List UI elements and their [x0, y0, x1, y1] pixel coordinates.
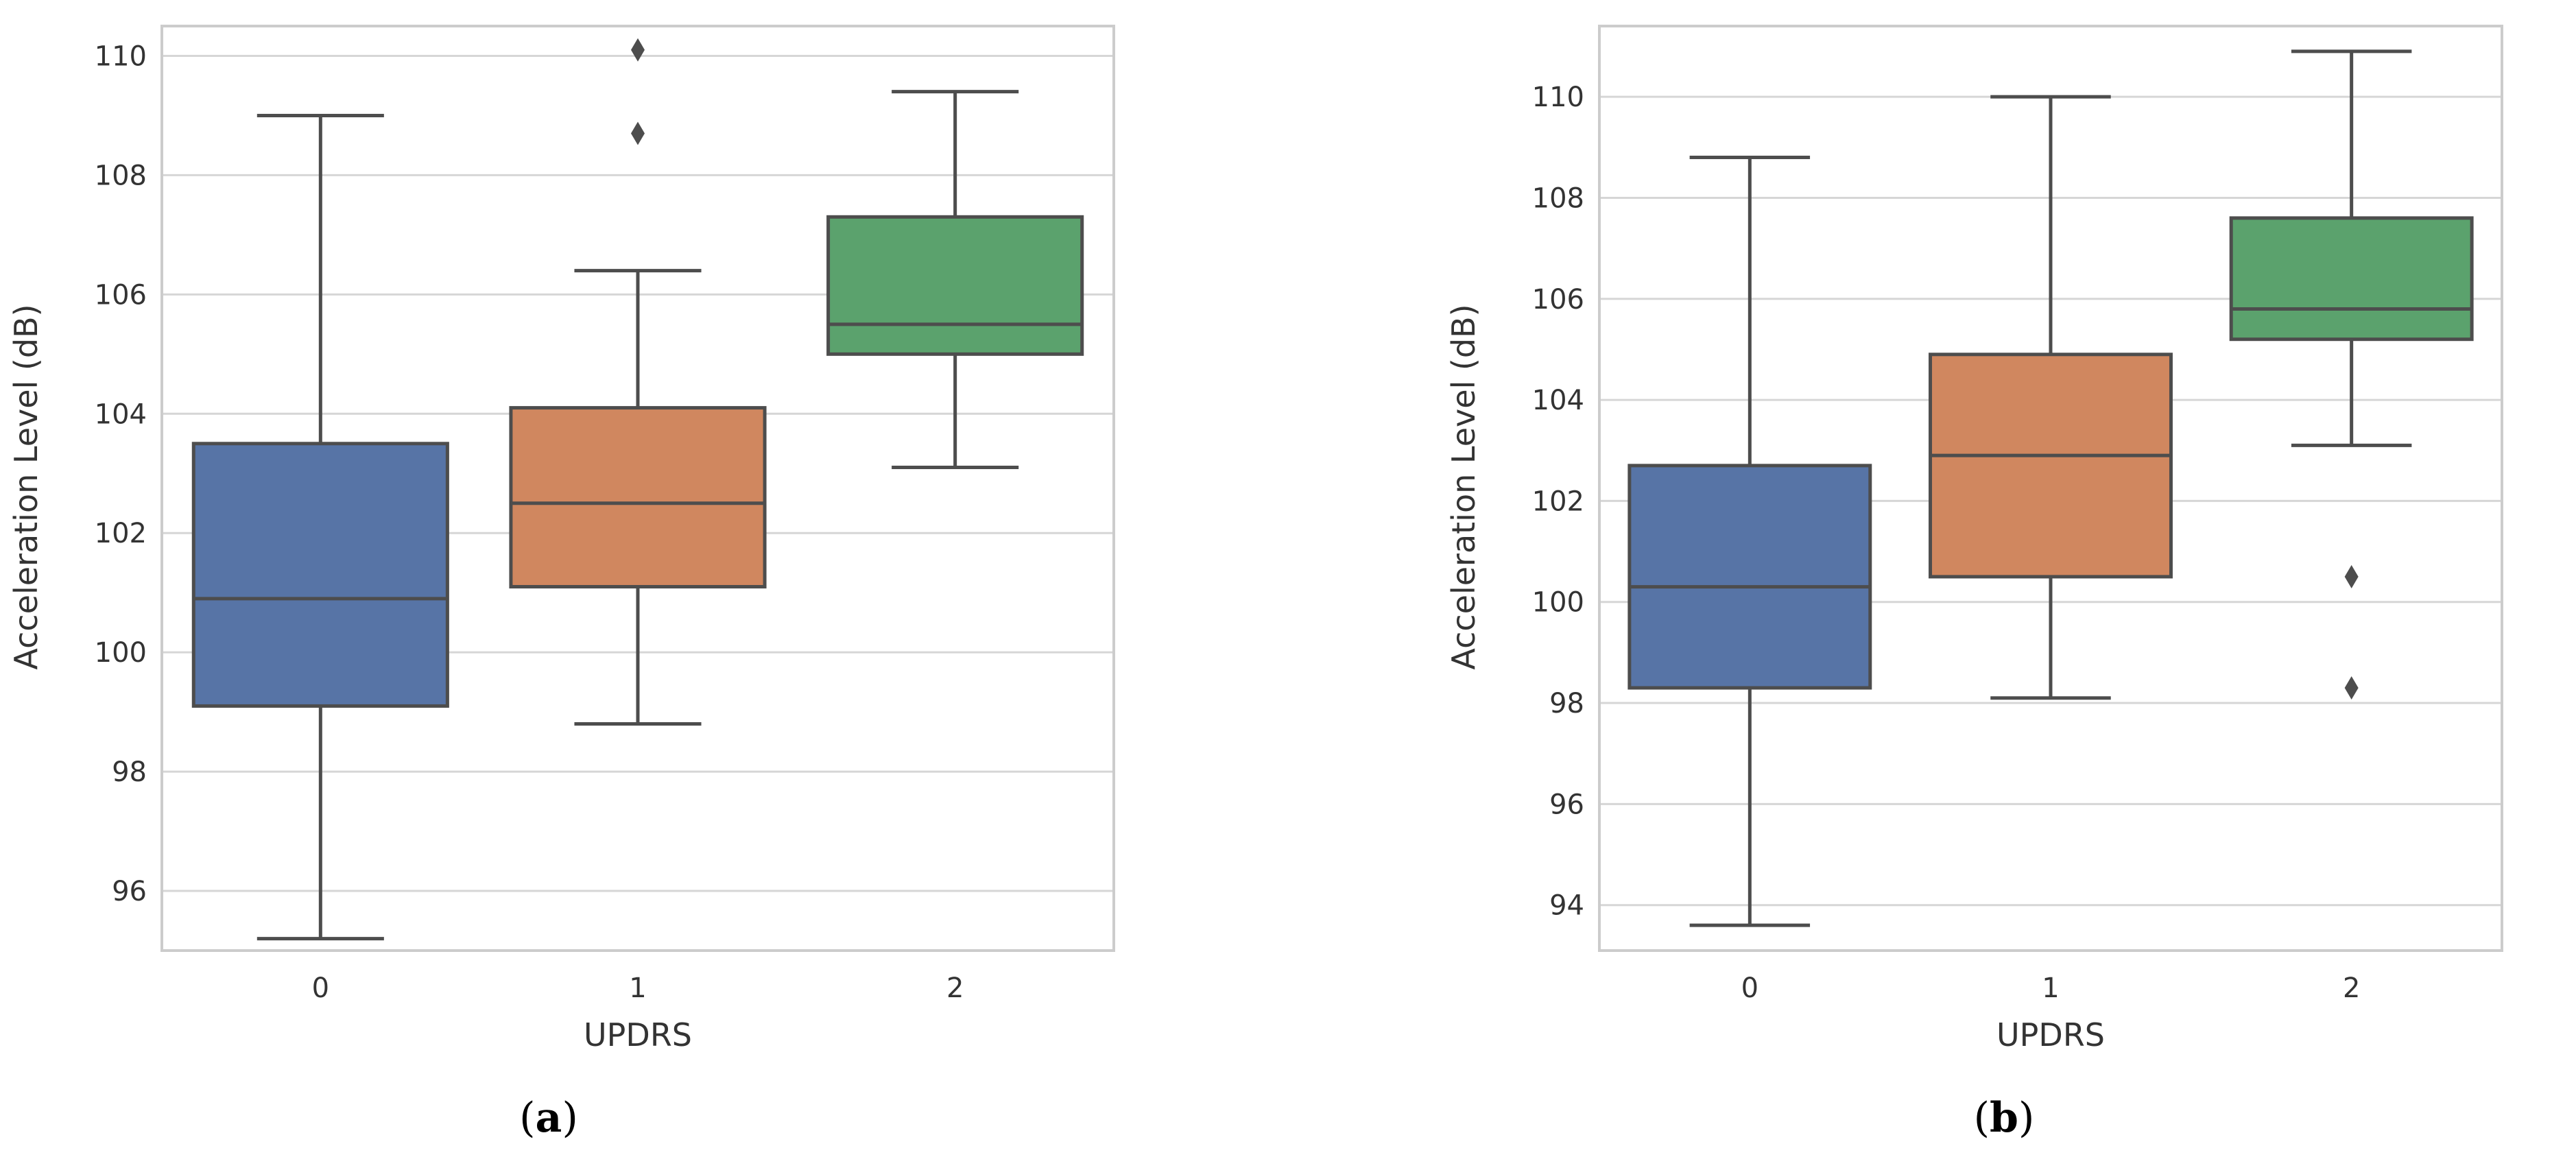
box-0	[191, 113, 449, 941]
y-axis-label: Acceleration Level (dB)	[1445, 304, 1482, 669]
y-tick-label: 96	[112, 876, 147, 907]
iqr-box	[1929, 353, 2173, 579]
panel-a: 96 98 100 102 104 106 108 110 0 1 2 UPDRS Accelerati…	[8, 25, 1115, 1142]
y-tick-label: 104	[1532, 385, 1584, 416]
x-tick-label: 0	[312, 973, 329, 1004]
iqr-box	[509, 406, 767, 588]
panel-label-paren-open: (	[1974, 1094, 1990, 1142]
iqr-box	[1627, 464, 1872, 690]
x-tick-label: 0	[1741, 973, 1758, 1004]
panel-label-letter: a	[536, 1094, 562, 1142]
y-tick-label: 108	[1532, 182, 1584, 214]
panel-label-letter: b	[1990, 1094, 2018, 1142]
panel-label-paren-close: )	[562, 1094, 577, 1142]
x-tick-label: 2	[946, 973, 964, 1004]
box-1	[1929, 95, 2173, 700]
panel-label: (a)	[519, 1094, 578, 1142]
panel-label-paren-close: )	[2018, 1094, 2034, 1142]
y-tick-label: 96	[1549, 789, 1584, 820]
y-tick-label: 100	[1532, 587, 1584, 619]
box-1	[509, 38, 767, 726]
panel-label-paren-open: (	[519, 1094, 535, 1142]
box-0	[1627, 156, 1872, 927]
x-tick-label: 2	[2343, 973, 2360, 1004]
iqr-box	[191, 442, 449, 708]
panel-label: (b)	[1974, 1094, 2035, 1142]
panel-b: 94 96 98 100 102 104 106 108 110 0 1 2 UPDRS Accelera…	[1445, 25, 2503, 1142]
outlier-point	[2344, 676, 2359, 700]
x-tick-label: 1	[629, 973, 646, 1004]
outlier-point	[2344, 564, 2359, 588]
y-tick-label: 100	[95, 637, 147, 669]
x-axis-label: UPDRS	[584, 1016, 692, 1053]
y-tick-label: 106	[95, 279, 147, 311]
box-2	[826, 90, 1084, 470]
box-2	[2229, 49, 2474, 700]
y-tick-label: 106	[1532, 284, 1584, 315]
y-tick-label: 104	[95, 398, 147, 430]
y-tick-label: 110	[95, 40, 147, 72]
iqr-box	[826, 215, 1084, 356]
y-tick-label: 108	[95, 160, 147, 191]
y-tick-label: 98	[1549, 688, 1584, 719]
y-tick-label: 94	[1549, 890, 1584, 922]
iqr-box	[2229, 216, 2474, 342]
plot-frame	[1598, 25, 2503, 952]
y-axis-label: Acceleration Level (dB)	[8, 304, 45, 669]
plot-frame	[160, 25, 1115, 952]
y-tick-label: 98	[112, 756, 147, 788]
x-tick-label: 1	[2042, 973, 2059, 1004]
y-tick-label: 102	[95, 518, 147, 549]
outlier-point	[631, 121, 645, 145]
outlier-point	[631, 38, 645, 62]
x-axis-label: UPDRS	[1996, 1016, 2105, 1053]
y-tick-label: 102	[1532, 486, 1584, 517]
y-tick-label: 110	[1532, 82, 1584, 113]
